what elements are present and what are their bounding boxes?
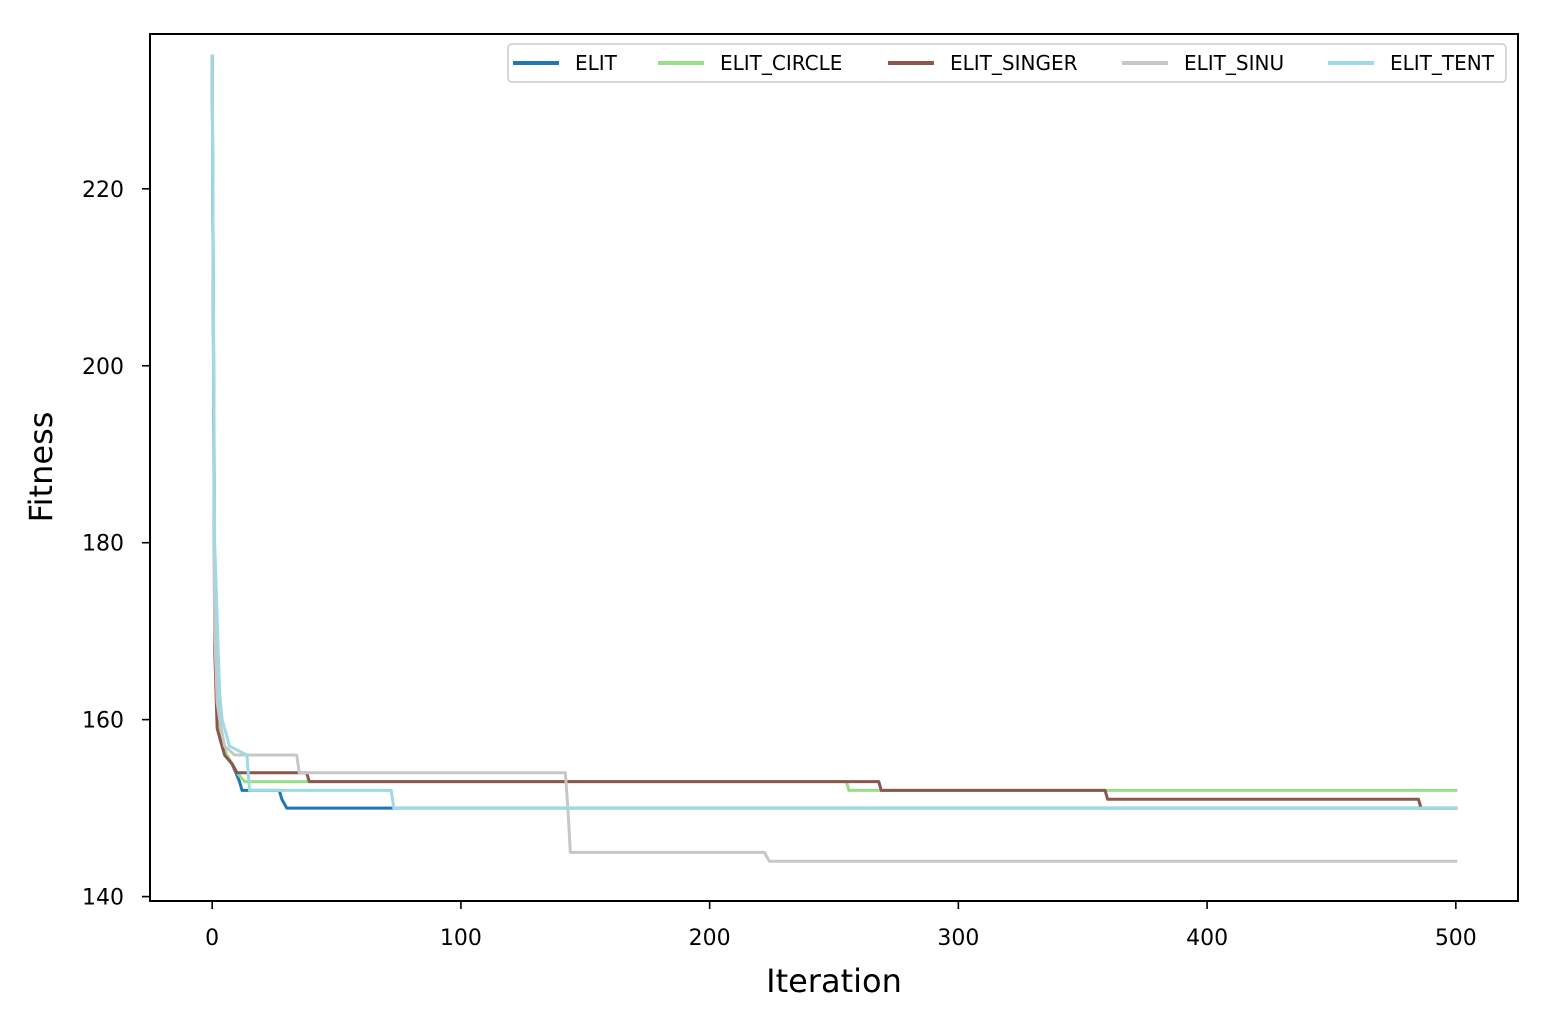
legend: ELIT ELIT_CIRCLE ELIT_SINGER ELIT_SINU ELIT_… — [507, 43, 1507, 83]
series-line-elit-tent — [210, 54, 1458, 810]
y-tick-label: 180 — [82, 532, 124, 557]
plot-frame — [149, 33, 1519, 902]
x-tick-label: 300 — [937, 926, 979, 951]
series-layer — [210, 54, 1458, 863]
x-tick-label: 400 — [1186, 926, 1228, 951]
legend-label-elit-sinu: ELIT_SINU — [1184, 51, 1284, 75]
legend-box — [507, 43, 1507, 83]
x-tick-label: 0 — [205, 926, 219, 951]
legend-label-elit-singer: ELIT_SINGER — [950, 51, 1078, 75]
series-line-elit-singer — [210, 54, 1458, 810]
y-axis-label: Fitness — [22, 412, 60, 523]
x-tick-label: 200 — [689, 926, 731, 951]
series-line-elit-sinu — [210, 54, 1458, 863]
y-tick-label: 140 — [82, 886, 124, 911]
x-axis-ticks: 0 100 200 300 400 500 — [205, 901, 1477, 951]
legend-label-elit-tent: ELIT_TENT — [1390, 51, 1495, 75]
y-tick-label: 160 — [82, 709, 124, 734]
y-tick-label: 220 — [82, 178, 124, 203]
x-tick-label: 100 — [440, 926, 482, 951]
legend-label-elit-circle: ELIT_CIRCLE — [720, 51, 842, 75]
legend-label-elit: ELIT — [575, 51, 618, 75]
x-axis-label: Iteration — [766, 962, 902, 1000]
x-tick-label: 500 — [1435, 926, 1477, 951]
y-tick-label: 200 — [82, 355, 124, 380]
y-axis-ticks: 140 160 180 200 220 — [82, 178, 150, 911]
